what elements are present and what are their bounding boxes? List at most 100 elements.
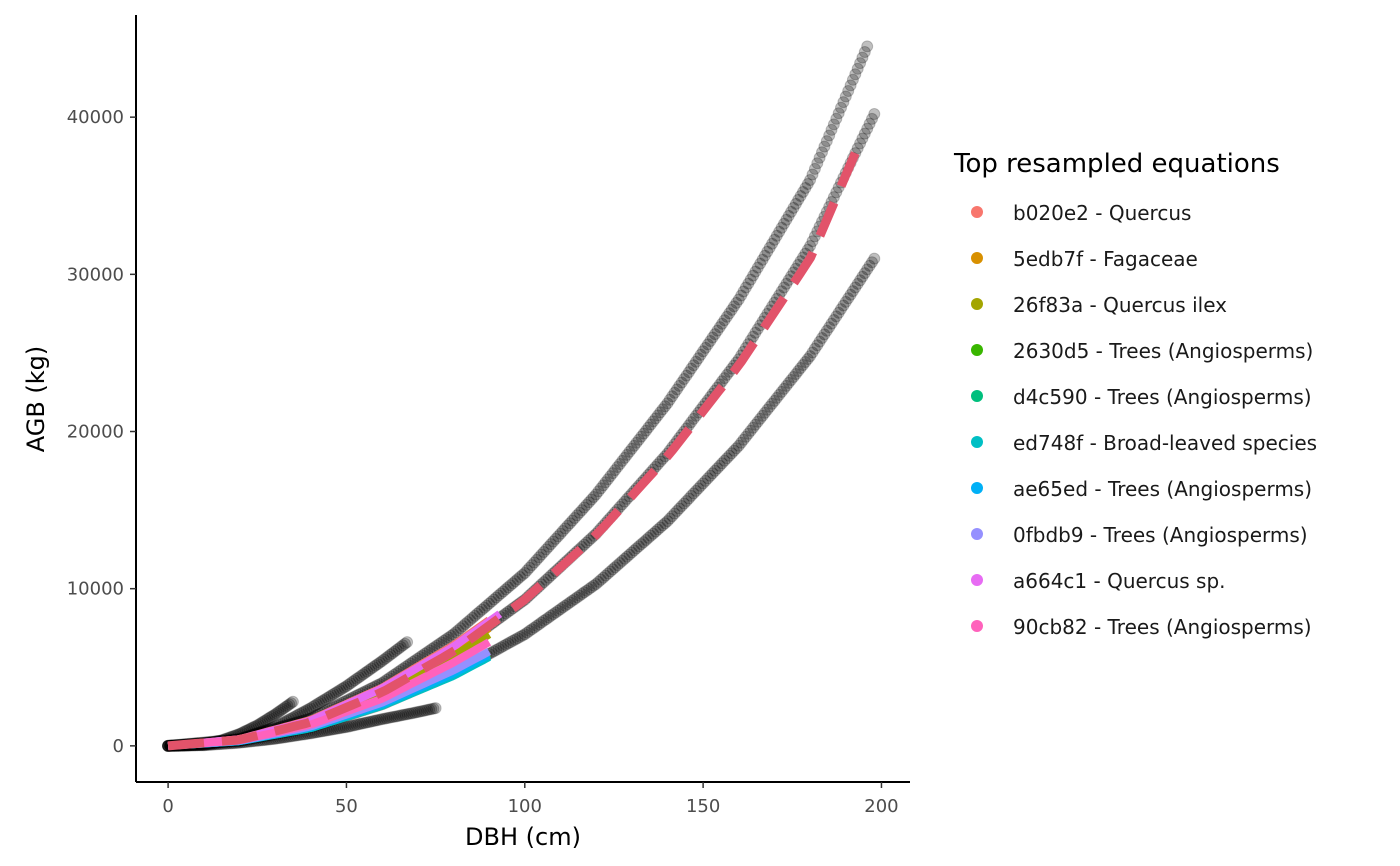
background-point [556, 601, 569, 614]
background-point [277, 702, 290, 715]
background-point [713, 459, 726, 472]
background-point [412, 705, 425, 718]
background-point [300, 704, 313, 717]
background-point [604, 470, 617, 483]
background-point [792, 365, 805, 377]
background-point [682, 366, 695, 379]
background-point [338, 681, 351, 694]
background-point [811, 339, 824, 352]
legend-entry-label: 90cb82 - Trees (Angiosperms) [1013, 615, 1312, 639]
background-point [778, 281, 790, 294]
background-point [718, 314, 731, 327]
background-point [388, 645, 401, 658]
background-point [386, 647, 399, 660]
background-point [542, 540, 555, 553]
background-point [704, 469, 717, 482]
background-point [654, 406, 667, 419]
background-point [331, 685, 344, 698]
background-point [732, 293, 745, 306]
background-point [523, 561, 536, 574]
background-point [471, 607, 484, 620]
background-point [537, 614, 550, 627]
background-point [635, 430, 648, 443]
x-tick-label: 200 [864, 796, 898, 817]
background-point [718, 372, 731, 385]
background-point [682, 492, 695, 505]
background-point [523, 624, 536, 637]
background-point [583, 534, 595, 547]
background-point [418, 704, 431, 717]
background-point [356, 717, 369, 730]
background-point [310, 698, 323, 711]
background-point [369, 659, 382, 672]
background-point [851, 62, 864, 75]
background-point [666, 390, 679, 403]
background-point [259, 714, 272, 727]
background-point [868, 108, 881, 120]
background-point [647, 415, 660, 428]
background-point [594, 482, 607, 495]
background-point [571, 591, 584, 604]
background-point [272, 706, 285, 718]
legend-entry-label: 2630d5 - Trees (Angiosperms) [1013, 339, 1313, 363]
background-point [678, 497, 691, 510]
background-point [317, 694, 330, 707]
background-point [378, 712, 391, 725]
background-point [386, 711, 399, 723]
background-point [602, 473, 614, 486]
background-point [668, 507, 681, 520]
background-point [533, 618, 546, 631]
background-point [623, 548, 636, 561]
background-point [797, 186, 809, 198]
background-point [680, 495, 693, 507]
background-point [483, 597, 496, 610]
background-point [730, 442, 743, 455]
background-point [485, 595, 498, 608]
background-point [378, 653, 390, 666]
background-point [801, 353, 814, 365]
background-point [350, 672, 363, 685]
background-point [687, 412, 700, 425]
background-point [625, 442, 638, 455]
background-point [770, 229, 783, 242]
background-point [406, 707, 419, 720]
background-point [644, 418, 657, 431]
background-point [566, 594, 579, 607]
background-point [825, 317, 838, 330]
legend-key-dot [971, 298, 983, 310]
background-point [692, 482, 705, 495]
background-point [499, 607, 512, 620]
background-point [797, 359, 809, 371]
background-point [647, 527, 660, 540]
background-point [261, 713, 274, 725]
background-point [640, 534, 653, 546]
x-axis-title: DBH (cm) [465, 823, 581, 851]
background-point [632, 433, 645, 446]
background-point [678, 373, 691, 385]
background-point [611, 559, 624, 572]
background-point [604, 565, 617, 578]
background-point [785, 374, 798, 386]
legend-key-dot [971, 574, 983, 586]
background-point [516, 569, 529, 581]
x-tick-label: 100 [508, 796, 542, 817]
background-point [737, 285, 750, 298]
background-point [594, 573, 607, 586]
legend-title: Top resampled equations [953, 149, 1280, 179]
background-point [549, 532, 562, 545]
background-point [585, 493, 598, 506]
background-point [744, 273, 757, 286]
background-point [861, 40, 874, 53]
legend-entry-label: 5edb7f - Fagaceae [1013, 247, 1198, 271]
background-point [393, 709, 406, 722]
background-point [690, 484, 702, 497]
background-point [583, 496, 595, 509]
background-point [820, 324, 833, 337]
background-point [514, 571, 526, 583]
background-point [552, 530, 565, 543]
background-point [468, 609, 481, 622]
background-point [749, 326, 762, 339]
background-point [380, 652, 393, 664]
background-point [573, 589, 586, 602]
background-point [671, 383, 683, 396]
